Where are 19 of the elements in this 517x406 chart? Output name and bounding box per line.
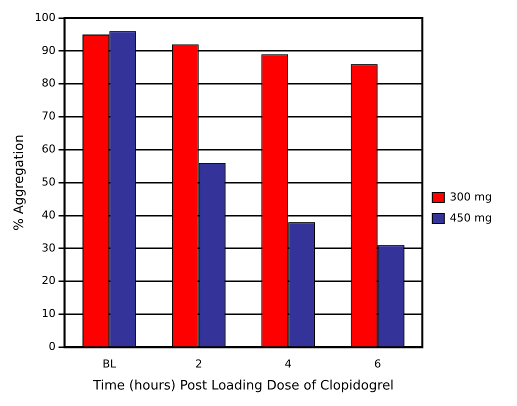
y-tick-label: 0	[48, 340, 56, 354]
legend-label: 450 mg	[450, 211, 492, 224]
y-tick-label: 70	[42, 110, 56, 123]
y-tick-label: 50	[42, 175, 56, 188]
x-tick-label: 4	[284, 358, 292, 371]
x-tick-label: 6	[374, 358, 382, 371]
y-tick-label: 90	[42, 44, 56, 57]
legend-label: 300 mg	[450, 190, 492, 204]
y-tick-label: 80	[42, 76, 56, 90]
y-tick-label: 100	[34, 10, 56, 24]
y-tick-label: 30	[42, 241, 56, 254]
x-axis-title: Time (hours) Post Loading Dose of Clopidogrel	[92, 378, 394, 394]
y-tick-label: 10	[42, 307, 56, 320]
x-tick-label: 2	[195, 358, 202, 371]
y-tick-label: 20	[42, 274, 56, 288]
y-tick-label: 60	[42, 142, 56, 156]
y-tick-label: 40	[42, 208, 56, 222]
y-axis-title: % Aggregation	[12, 134, 28, 231]
x-tick-label: BL	[102, 358, 118, 371]
